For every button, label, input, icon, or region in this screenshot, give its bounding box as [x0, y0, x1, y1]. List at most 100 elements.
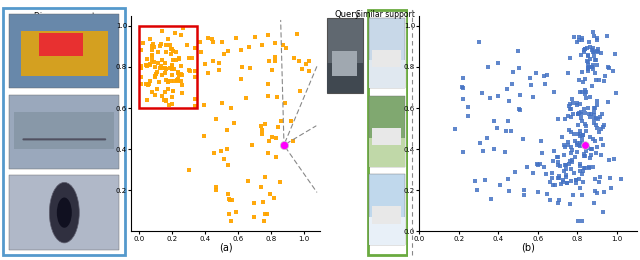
- Point: [141, 98, 152, 102]
- Point: [136, 66, 146, 70]
- Point: [492, 126, 502, 130]
- Point: [161, 61, 171, 66]
- Point: [163, 87, 173, 91]
- Point: [514, 66, 524, 70]
- Point: [569, 132, 579, 136]
- Point: [177, 73, 187, 77]
- Point: [136, 75, 146, 79]
- Point: [211, 117, 221, 121]
- Point: [150, 75, 161, 79]
- Point: [458, 76, 468, 80]
- Point: [583, 54, 593, 58]
- Point: [490, 119, 500, 123]
- Point: [602, 34, 612, 38]
- Point: [573, 177, 584, 181]
- Point: [173, 57, 184, 61]
- Point: [574, 35, 584, 39]
- Point: [610, 52, 620, 56]
- Point: [589, 58, 600, 62]
- Point: [584, 166, 595, 170]
- Point: [604, 158, 614, 162]
- Bar: [372, 50, 401, 67]
- Point: [458, 86, 468, 90]
- Point: [585, 57, 595, 61]
- Point: [223, 192, 233, 196]
- Point: [244, 66, 255, 70]
- Point: [518, 137, 528, 141]
- Point: [256, 185, 266, 189]
- Point: [181, 43, 191, 47]
- Point: [582, 143, 592, 147]
- Bar: [327, 63, 364, 93]
- Point: [150, 65, 160, 69]
- Point: [482, 136, 492, 140]
- Bar: [327, 18, 364, 93]
- X-axis label: (a): (a): [219, 243, 232, 253]
- Point: [145, 62, 155, 66]
- Point: [527, 171, 538, 175]
- Point: [593, 99, 603, 103]
- Point: [584, 95, 595, 99]
- Point: [184, 67, 195, 72]
- Point: [506, 129, 516, 133]
- Bar: [20, 31, 108, 76]
- Point: [514, 107, 524, 111]
- Point: [559, 153, 569, 157]
- Point: [260, 122, 270, 126]
- Point: [586, 147, 596, 151]
- Point: [157, 29, 168, 33]
- Point: [161, 99, 171, 103]
- Point: [585, 115, 595, 119]
- Point: [269, 55, 280, 60]
- Point: [173, 71, 184, 75]
- Point: [209, 151, 219, 155]
- Point: [565, 129, 575, 134]
- Circle shape: [49, 182, 79, 243]
- Point: [260, 212, 271, 217]
- Point: [563, 143, 573, 147]
- Point: [554, 197, 564, 202]
- Point: [160, 71, 170, 75]
- Point: [493, 61, 504, 65]
- Point: [566, 148, 577, 152]
- Point: [259, 218, 269, 223]
- Bar: [372, 128, 401, 145]
- Point: [223, 197, 234, 202]
- Point: [576, 112, 586, 116]
- Point: [571, 178, 581, 182]
- Point: [450, 127, 460, 131]
- Point: [583, 106, 593, 110]
- Point: [190, 104, 200, 108]
- Point: [579, 47, 589, 51]
- Point: [163, 79, 173, 83]
- FancyBboxPatch shape: [3, 8, 125, 255]
- Point: [256, 125, 266, 129]
- Point: [580, 92, 590, 96]
- Point: [588, 165, 598, 169]
- Point: [174, 73, 184, 77]
- Point: [566, 160, 577, 164]
- Point: [167, 95, 177, 99]
- Point: [580, 111, 591, 115]
- Point: [575, 102, 586, 106]
- Point: [577, 89, 588, 94]
- Point: [267, 68, 277, 73]
- Point: [472, 188, 483, 192]
- Point: [573, 112, 583, 116]
- Point: [174, 56, 184, 60]
- Point: [569, 171, 579, 175]
- Point: [145, 37, 155, 41]
- Point: [264, 192, 275, 197]
- Point: [579, 50, 589, 54]
- Bar: [332, 51, 356, 76]
- Point: [598, 210, 608, 214]
- Point: [616, 177, 626, 181]
- Point: [292, 32, 302, 36]
- Point: [591, 78, 601, 82]
- Point: [580, 166, 590, 170]
- Point: [598, 122, 609, 127]
- Point: [203, 36, 213, 40]
- Point: [504, 189, 514, 193]
- Point: [190, 46, 200, 50]
- Point: [525, 76, 536, 80]
